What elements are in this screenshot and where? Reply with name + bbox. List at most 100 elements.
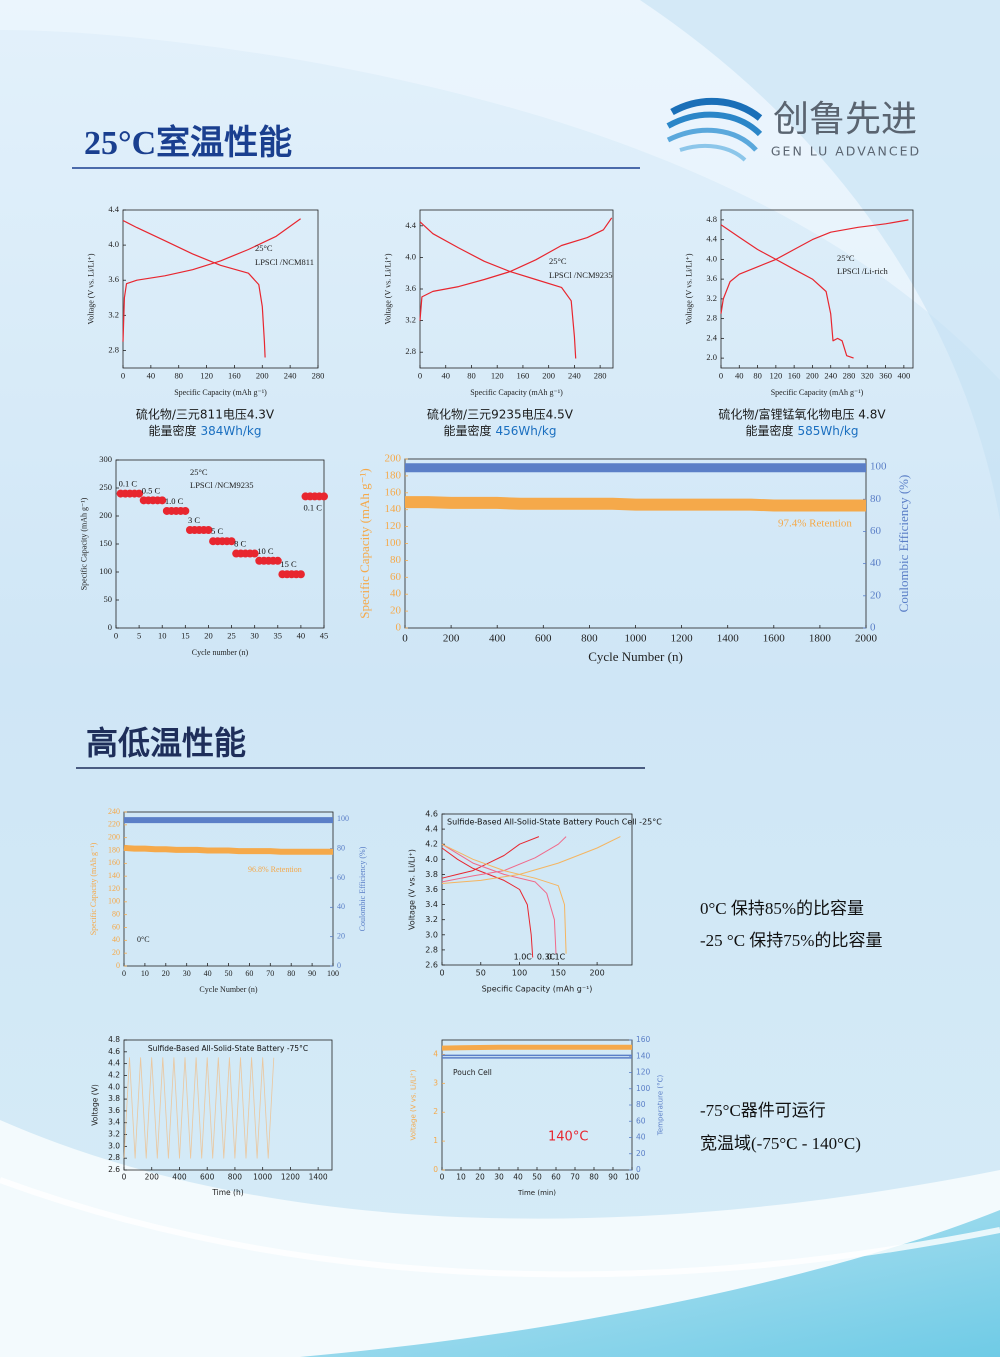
rate-label: 8 C (234, 538, 246, 548)
y-tick-label: 2.8 (405, 346, 416, 356)
plot-frame (122, 209, 319, 369)
x-tick-label: 0 (122, 969, 126, 978)
y-tick-label: 4.4 (425, 825, 438, 834)
x-tick-label: 40 (735, 370, 744, 380)
x-tick-label: 0 (440, 1173, 445, 1182)
x-tick-label: 15 (181, 630, 190, 640)
y2-tick-label: 160 (636, 1035, 651, 1044)
x-tick-label: 80 (287, 969, 295, 978)
y-tick-label: 2.8 (108, 1153, 120, 1162)
point (273, 556, 282, 565)
y-tick-label: 200 (99, 510, 112, 520)
x-tick-label: 0 (418, 370, 422, 380)
series-line (441, 847, 534, 958)
y-tick-label: 0 (433, 1165, 438, 1174)
y-tick-label: 160 (108, 858, 120, 867)
x-tick-label: 45 (320, 630, 329, 640)
rate-label: 1.0 C (165, 496, 184, 506)
series-line (720, 219, 909, 314)
x-tick-label: 40 (513, 1173, 523, 1182)
x-tick-label: 320 (861, 370, 874, 380)
x-tick-label: 0 (122, 1173, 127, 1182)
annotation: 0°C (137, 935, 150, 944)
x-tick-label: 0 (402, 633, 408, 645)
y-tick-label: 150 (99, 538, 112, 548)
y-tick-label: 3.6 (108, 1106, 120, 1115)
caption-value: 585Wh/kg (798, 424, 859, 438)
x-tick-label: 200 (542, 370, 555, 380)
x-tick-label: 40 (204, 969, 212, 978)
y-tick-label: 4.4 (405, 220, 416, 230)
y-tick-label: 2 (433, 1107, 438, 1116)
y2-tick-label: 80 (337, 843, 345, 852)
caption: 能量密度 384Wh/kg (149, 423, 262, 438)
chart: 0 40 80 120 160 200 240 280 2.8 3.2 3.6 4.0 4.4 Speci… (383, 209, 614, 397)
x-tick-label: 800 (228, 1173, 243, 1182)
x-tick-label: 50 (476, 969, 486, 978)
y-tick-label: 0 (116, 961, 120, 970)
x-tick-label: 280 (594, 370, 607, 380)
x-tick-label: 30 (183, 969, 191, 978)
y-tick-label: 4.0 (425, 855, 438, 864)
y-tick-label: 160 (385, 486, 402, 498)
x-axis-label: Time (min) (517, 1189, 556, 1197)
y-tick-label: 3.2 (108, 1130, 120, 1139)
y-tick-label: 50 (104, 594, 113, 604)
y-tick-label: 3 (433, 1078, 438, 1087)
x-tick-label: 70 (570, 1173, 580, 1182)
x-tick-label: 40 (147, 370, 156, 380)
y-axis-label: Specific Capacity (mAh g⁻¹) (79, 497, 88, 590)
y-tick-label: 100 (99, 566, 112, 576)
logo: 创鲁先进 GEN LU ADVANCED (666, 97, 919, 162)
y2-tick-label: 0 (870, 622, 876, 634)
caption-label: 能量密度 (444, 423, 492, 438)
y-tick-label: 220 (108, 820, 120, 829)
section-title: 高低温性能 (86, 724, 246, 762)
y2-tick-label: 40 (870, 557, 882, 569)
y-tick-label: 180 (385, 469, 402, 481)
y2-tick-label: 20 (870, 589, 882, 601)
y-tick-label: 3.8 (108, 1094, 120, 1103)
x-tick-label: 150 (551, 969, 566, 978)
rate-label: 3 C (188, 515, 200, 525)
series-line (405, 496, 866, 512)
x-tick-label: 35 (274, 630, 283, 640)
x-tick-label: 80 (467, 370, 476, 380)
x-tick-label: 30 (250, 630, 259, 640)
x-tick-label: 2000 (855, 633, 878, 645)
x-tick-label: 10 (141, 969, 149, 978)
y-axis-label: Voltage (V vs. Li/Li⁺) (684, 253, 693, 324)
y-tick-label: 0 (108, 622, 112, 632)
annotation: LPSCl /NCM9235 (190, 480, 254, 490)
y2-tick-label: 120 (636, 1068, 651, 1077)
y-tick-label: 4.0 (108, 239, 119, 249)
x-tick-label: 1000 (625, 633, 648, 645)
x-tick-label: 200 (589, 969, 604, 978)
x-tick-label: 400 (489, 633, 506, 645)
x-tick-label: 5 (137, 630, 141, 640)
y2-tick-label: 60 (337, 873, 345, 882)
x-tick-label: 1200 (281, 1173, 300, 1182)
x-tick-label: 10 (158, 630, 167, 640)
x-tick-label: 0 (121, 370, 125, 380)
x-tick-label: 90 (608, 1173, 618, 1182)
x-tick-label: 60 (551, 1173, 561, 1182)
note: 宽温域(-75°C - 140°C) (700, 1134, 861, 1153)
x-tick-label: 600 (200, 1173, 215, 1182)
y-tick-label: 2.0 (706, 352, 717, 362)
x-tick-label: 60 (245, 969, 253, 978)
note: -25 °C 保持75%的比容量 (700, 931, 882, 950)
y-tick-label: 4.4 (706, 234, 717, 244)
chart: 0 10 20 30 40 50 60 70 80 90 100020406080100120140… (89, 807, 367, 994)
y-tick-label: 3.2 (405, 315, 416, 325)
x-tick-label: 200 (145, 1173, 160, 1182)
caption: 硫化物/富锂锰氧化物电压 4.8V (718, 407, 886, 422)
y-axis-label: Specific Capacity (mAh g⁻¹) (357, 468, 372, 618)
y2-tick-label: 60 (870, 525, 882, 537)
y2-tick-label: 80 (870, 493, 882, 505)
chart-title: Sulfide-Based All-Solid-State Battery -7… (148, 1044, 308, 1053)
x-tick-label: 600 (535, 633, 552, 645)
y-tick-label: 4.4 (108, 204, 119, 214)
x-tick-label: 160 (228, 370, 241, 380)
y-tick-label: 2.8 (706, 313, 717, 323)
